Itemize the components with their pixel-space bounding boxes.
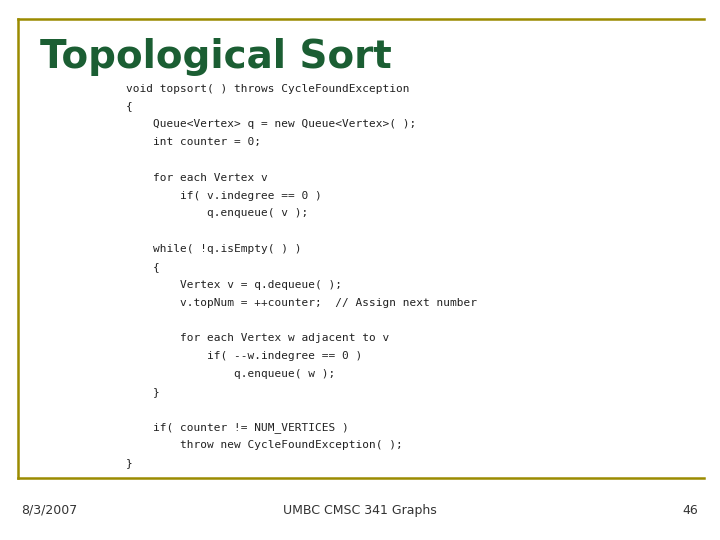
Text: }: } bbox=[126, 458, 132, 468]
Text: for each Vertex w adjacent to v: for each Vertex w adjacent to v bbox=[126, 333, 390, 343]
Text: {: { bbox=[126, 102, 132, 112]
Text: while( !q.isEmpty( ) ): while( !q.isEmpty( ) ) bbox=[126, 244, 302, 254]
Text: if( --w.indegree == 0 ): if( --w.indegree == 0 ) bbox=[126, 351, 362, 361]
Text: if( counter != NUM_VERTICES ): if( counter != NUM_VERTICES ) bbox=[126, 422, 348, 433]
Text: {: { bbox=[126, 262, 160, 272]
Text: 46: 46 bbox=[683, 504, 698, 517]
Text: for each Vertex v: for each Vertex v bbox=[126, 173, 268, 183]
Text: throw new CycleFoundException( );: throw new CycleFoundException( ); bbox=[126, 440, 402, 450]
Text: UMBC CMSC 341 Graphs: UMBC CMSC 341 Graphs bbox=[283, 504, 437, 517]
Text: Queue<Vertex> q = new Queue<Vertex>( );: Queue<Vertex> q = new Queue<Vertex>( ); bbox=[126, 119, 416, 130]
Text: if( v.indegree == 0 ): if( v.indegree == 0 ) bbox=[126, 191, 322, 201]
Text: int counter = 0;: int counter = 0; bbox=[126, 137, 261, 147]
Text: 8/3/2007: 8/3/2007 bbox=[22, 504, 78, 517]
Text: void topsort( ) throws CycleFoundException: void topsort( ) throws CycleFoundExcepti… bbox=[126, 84, 410, 94]
Text: q.enqueue( v );: q.enqueue( v ); bbox=[126, 208, 308, 219]
Text: q.enqueue( w );: q.enqueue( w ); bbox=[126, 369, 336, 379]
Text: Topological Sort: Topological Sort bbox=[40, 38, 392, 76]
Text: Vertex v = q.dequeue( );: Vertex v = q.dequeue( ); bbox=[126, 280, 342, 290]
Text: v.topNum = ++counter;  // Assign next number: v.topNum = ++counter; // Assign next num… bbox=[126, 298, 477, 308]
Text: }: } bbox=[126, 387, 160, 397]
